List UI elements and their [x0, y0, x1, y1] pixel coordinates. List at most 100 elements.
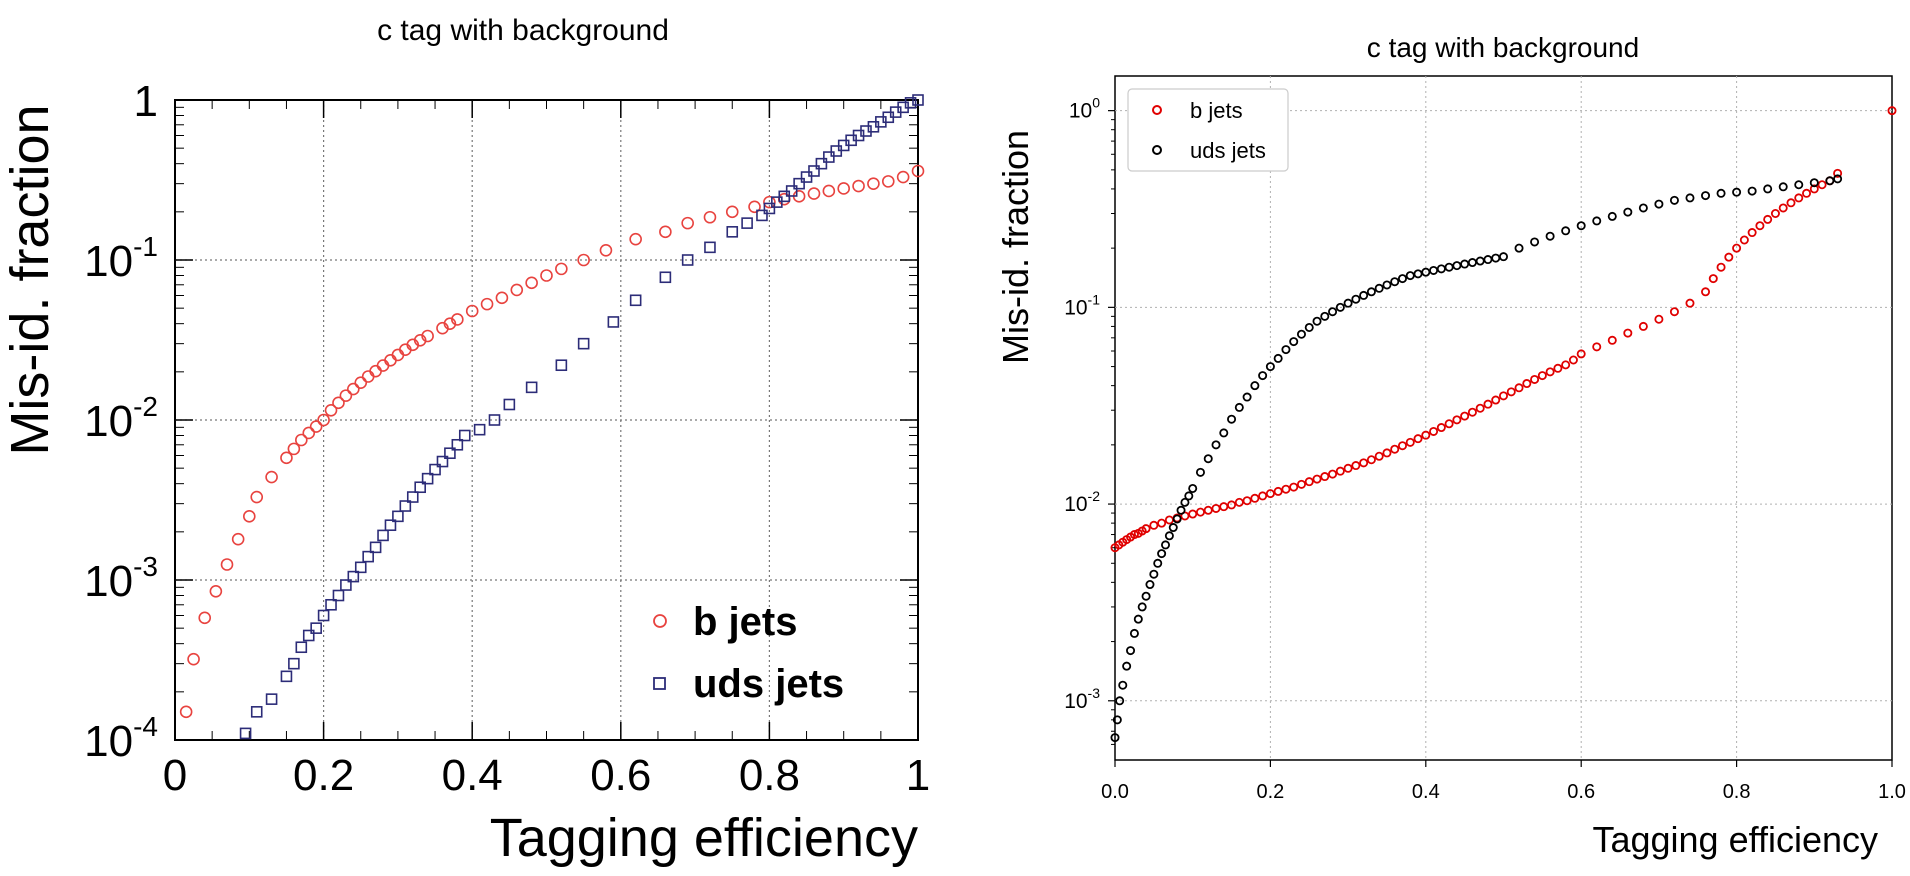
right-point-uds-jets [1149, 569, 1159, 579]
right-x-tick-label: 0.2 [1256, 781, 1284, 803]
left-point-b-jets [302, 426, 316, 440]
left-point-uds-jets [317, 609, 330, 622]
right-legend-marker-b-jets [1152, 105, 1162, 115]
right-point-uds-jets [1794, 180, 1804, 190]
right-point-b-jets [1739, 235, 1749, 245]
left-point-uds-jets [785, 185, 798, 197]
left-point-b-jets [451, 313, 464, 326]
left-legend-marker-b-jets [653, 614, 667, 628]
left-point-b-jets [317, 413, 330, 427]
left-point-b-jets [480, 297, 494, 311]
right-legend-label-uds-jets: uds jets [1190, 138, 1266, 163]
left-point-b-jets [179, 705, 193, 719]
right-point-uds-jets [1145, 580, 1155, 590]
right-x-axis-label: Tagging efficiency [1592, 819, 1878, 860]
left-point-b-jets [243, 510, 256, 523]
right-point-b-jets [1164, 515, 1174, 525]
left-point-b-jets [421, 329, 434, 343]
right-chart: c tag with background 0.0 0.2 0.4 0.6 0.8 1.0… [995, 32, 1906, 860]
right-point-uds-jets [1638, 203, 1648, 213]
left-point-b-jets [703, 210, 717, 224]
right-point-uds-jets [1397, 274, 1407, 284]
right-point-b-jets [1343, 463, 1353, 473]
right-point-uds-jets [1296, 329, 1306, 339]
right-point-b-jets [1607, 335, 1617, 345]
left-point-uds-jets [525, 381, 538, 394]
right-point-b-jets [1452, 415, 1462, 425]
left-point-b-jets [495, 291, 509, 305]
left-point-uds-jets [473, 423, 486, 436]
right-point-b-jets [1514, 383, 1524, 393]
right-point-uds-jets [1227, 414, 1237, 424]
left-x-tick-label: 0.4 [442, 751, 503, 800]
right-point-uds-jets [1351, 294, 1361, 304]
right-point-b-jets [1188, 509, 1198, 519]
right-point-uds-jets [1623, 207, 1633, 217]
left-legend-label-b-jets: b jets [693, 600, 797, 644]
left-y-tick-label: 10-2 [84, 391, 158, 446]
right-point-b-jets [1833, 168, 1843, 178]
right-point-uds-jets [1118, 680, 1128, 690]
right-point-b-jets [1887, 106, 1897, 116]
left-point-b-jets [725, 205, 739, 219]
right-x-tick-label: 1.0 [1878, 781, 1906, 803]
left-x-tick-label: 0.6 [590, 751, 651, 800]
right-point-uds-jets [1112, 715, 1122, 725]
left-point-b-jets [822, 184, 836, 198]
left-point-uds-jets [793, 177, 805, 190]
right-point-b-jets [1129, 530, 1139, 540]
right-point-uds-jets [1405, 271, 1415, 281]
right-point-uds-jets [1129, 628, 1139, 638]
right-point-uds-jets [1499, 252, 1509, 262]
right-point-b-jets [1499, 391, 1509, 401]
left-point-uds-jets [444, 447, 456, 460]
right-point-uds-jets [1172, 514, 1182, 524]
right-point-uds-jets [1258, 371, 1268, 381]
right-point-uds-jets [1328, 307, 1338, 317]
right-point-b-jets [1530, 374, 1540, 384]
right-point-b-jets [1157, 518, 1167, 528]
right-point-b-jets [1219, 502, 1229, 512]
right-point-uds-jets [1413, 269, 1423, 279]
left-y-axis-label: Mis-id. fraction [0, 104, 60, 455]
left-point-b-jets [354, 376, 368, 390]
right-point-b-jets [1809, 184, 1819, 194]
right-point-b-jets [1483, 399, 1493, 409]
left-point-uds-jets [384, 519, 397, 532]
left-chart: c tag with background 0 0.2 0.4 0.6 0.8 1 10-4… [0, 14, 930, 868]
left-point-b-jets [198, 611, 212, 625]
right-point-b-jets [1374, 451, 1384, 461]
right-point-b-jets [1296, 479, 1306, 489]
left-point-uds-jets [741, 217, 753, 229]
right-point-uds-jets [1242, 392, 1252, 402]
left-point-uds-jets [458, 429, 471, 442]
left-point-b-jets [881, 175, 895, 188]
right-point-uds-jets [1312, 316, 1322, 326]
left-point-uds-jets [325, 598, 337, 611]
right-point-b-jets [1366, 455, 1376, 465]
right-point-uds-jets [1491, 253, 1501, 263]
right-point-b-jets [1149, 520, 1159, 530]
right-point-b-jets [1195, 507, 1205, 517]
left-series-uds-jets [239, 94, 924, 740]
right-point-b-jets [1289, 482, 1299, 492]
left-point-b-jets [837, 182, 851, 195]
right-point-b-jets [1258, 491, 1268, 501]
right-point-uds-jets [1184, 491, 1194, 501]
right-point-uds-jets [1320, 311, 1330, 321]
right-point-uds-jets [1164, 531, 1174, 541]
left-y-tick-label: 10-4 [84, 711, 158, 766]
left-point-b-jets [577, 253, 590, 267]
left-y-tick-label: 10-1 [84, 231, 158, 286]
left-x-axis-label: Tagging efficiency [490, 808, 918, 868]
left-point-b-jets [659, 225, 672, 239]
right-point-uds-jets [1701, 191, 1711, 201]
left-point-uds-jets [808, 165, 820, 177]
right-point-b-jets [1475, 403, 1485, 413]
right-point-uds-jets [1289, 337, 1299, 347]
right-point-uds-jets [1669, 195, 1679, 205]
left-point-uds-jets [250, 706, 263, 718]
right-point-uds-jets [1161, 540, 1171, 550]
right-series-uds-jets [1110, 174, 1843, 743]
left-point-uds-jets [280, 670, 293, 683]
